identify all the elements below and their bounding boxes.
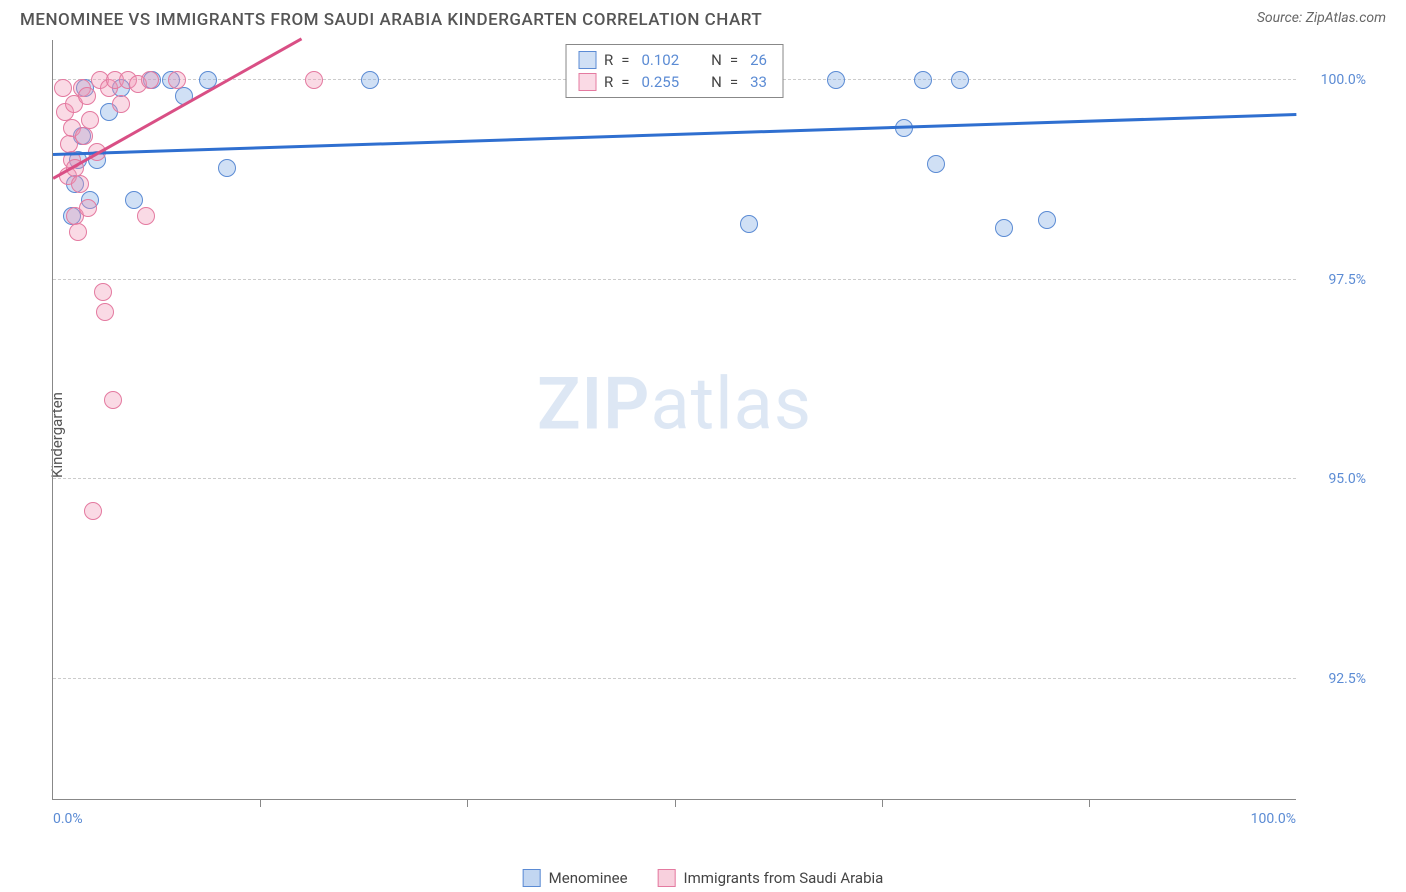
data-point: [740, 215, 758, 233]
chart-container: Kindergarten ZIPatlas R=0.102N=26R=0.255…: [52, 40, 1376, 830]
trend-line: [53, 113, 1296, 155]
bottom-legend-item: Menominee: [523, 869, 628, 887]
data-point: [78, 87, 96, 105]
legend-swatch: [658, 869, 676, 887]
n-value: 33: [750, 73, 767, 91]
stats-legend: R = 0.102 N = 26 R = 0.255 N = 33: [565, 44, 784, 98]
plot-area: ZIPatlas R=0.102N=26R=0.255N=33 92.5%95.…: [52, 40, 1296, 800]
data-point: [361, 71, 379, 89]
data-point: [94, 283, 112, 301]
n-label: N: [711, 73, 722, 91]
chart-title: MENOMINEE VS IMMIGRANTS FROM SAUDI ARABI…: [20, 10, 762, 30]
source-prefix: Source:: [1257, 10, 1306, 26]
watermark-rest: atlas: [650, 362, 812, 447]
r-value: 0.255: [641, 73, 679, 91]
stats-legend-row: R = 0.102 N = 26: [578, 49, 771, 71]
r-label: R: [604, 51, 613, 69]
y-tick-label: 100.0%: [1306, 72, 1366, 88]
eq: =: [621, 51, 629, 69]
gridline: [53, 478, 1296, 479]
data-point: [54, 79, 72, 97]
x-tick: [467, 799, 468, 807]
eq: =: [621, 73, 629, 91]
data-point: [96, 303, 114, 321]
data-point: [995, 219, 1013, 237]
data-point: [84, 502, 102, 520]
source-attribution: Source: ZipAtlas.com: [1257, 10, 1386, 26]
x-tick: [260, 799, 261, 807]
legend-swatch: [578, 73, 596, 91]
r-label: R: [604, 73, 613, 91]
data-point: [104, 391, 122, 409]
legend-label: Menominee: [549, 869, 628, 887]
data-point: [218, 159, 236, 177]
bottom-legend: Menominee Immigrants from Saudi Arabia: [523, 869, 884, 887]
data-point: [69, 223, 87, 241]
source-name: ZipAtlas.com: [1306, 10, 1386, 26]
r-value: 0.102: [641, 51, 679, 69]
data-point: [112, 95, 130, 113]
n-value: 26: [750, 51, 767, 69]
data-point: [75, 127, 93, 145]
data-point: [125, 191, 143, 209]
y-tick-label: 97.5%: [1306, 272, 1366, 288]
x-tick: [882, 799, 883, 807]
x-tick: [675, 799, 676, 807]
bottom-legend-item: Immigrants from Saudi Arabia: [658, 869, 884, 887]
watermark-bold: ZIP: [537, 362, 650, 447]
data-point: [141, 71, 159, 89]
data-point: [81, 111, 99, 129]
x-start-label: 0.0%: [53, 811, 83, 827]
eq: =: [730, 51, 738, 69]
data-point: [1038, 211, 1056, 229]
n-label: N: [711, 51, 722, 69]
y-tick-label: 92.5%: [1306, 671, 1366, 687]
data-point: [914, 71, 932, 89]
data-point: [79, 199, 97, 217]
data-point: [827, 71, 845, 89]
stats-legend-row: R = 0.255 N = 33: [578, 71, 771, 93]
eq: =: [730, 73, 738, 91]
x-end-label: 100.0%: [1251, 811, 1296, 827]
trend-line: [52, 38, 302, 180]
data-point: [71, 175, 89, 193]
data-point: [927, 155, 945, 173]
legend-label: Immigrants from Saudi Arabia: [684, 869, 884, 887]
data-point: [305, 71, 323, 89]
legend-swatch: [523, 869, 541, 887]
watermark: ZIPatlas: [537, 362, 812, 447]
gridline: [53, 678, 1296, 679]
data-point: [137, 207, 155, 225]
data-point: [951, 71, 969, 89]
x-tick: [1089, 799, 1090, 807]
y-tick-label: 95.0%: [1306, 471, 1366, 487]
data-point: [168, 71, 186, 89]
gridline: [53, 279, 1296, 280]
legend-swatch: [578, 51, 596, 69]
